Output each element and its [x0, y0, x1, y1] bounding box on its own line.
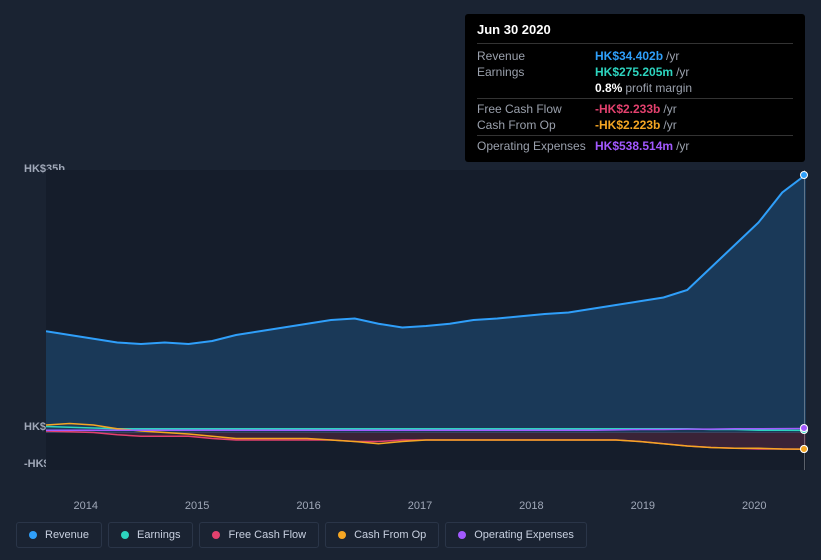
- tooltip-value: 0.8%: [595, 81, 622, 95]
- tooltip-row: RevenueHK$34.402b/yr: [477, 48, 793, 64]
- legend-dot-icon: [338, 531, 346, 539]
- x-axis-tick: 2018: [476, 500, 587, 512]
- legend-item-free-cash-flow[interactable]: Free Cash Flow: [199, 522, 319, 548]
- tooltip-value: -HK$2.223b: [595, 118, 660, 132]
- legend-label: Earnings: [137, 529, 180, 541]
- legend-item-earnings[interactable]: Earnings: [108, 522, 193, 548]
- tooltip-row: Cash From Op-HK$2.223b/yr: [477, 117, 793, 133]
- tooltip-label: Free Cash Flow: [477, 102, 595, 116]
- x-axis-tick: 2017: [364, 500, 475, 512]
- legend-dot-icon: [458, 531, 466, 539]
- x-axis-tick: 2019: [587, 500, 698, 512]
- cursor-dot-icon: [800, 424, 808, 432]
- tooltip-suffix: /yr: [663, 102, 676, 116]
- tooltip-label: Revenue: [477, 49, 595, 63]
- x-axis-tick: 2016: [253, 500, 364, 512]
- legend-dot-icon: [29, 531, 37, 539]
- cursor-dot-icon: [800, 171, 808, 179]
- chart-legend: Revenue Earnings Free Cash Flow Cash From O…: [16, 522, 587, 548]
- tooltip-row: Operating ExpensesHK$538.514m/yr: [477, 135, 793, 154]
- tooltip-value: HK$34.402b: [595, 49, 663, 63]
- tooltip-suffix: /yr: [676, 139, 689, 153]
- tooltip-suffix: profit margin: [625, 81, 692, 95]
- legend-label: Revenue: [45, 529, 89, 541]
- legend-dot-icon: [121, 531, 129, 539]
- tooltip-row: 0.8%profit margin: [477, 80, 793, 96]
- tooltip-label: [477, 81, 595, 95]
- legend-dot-icon: [212, 531, 220, 539]
- x-axis-tick: 2020: [699, 500, 810, 512]
- x-axis-tick: 2014: [30, 500, 141, 512]
- legend-label: Operating Expenses: [474, 529, 574, 541]
- cursor-dot-icon: [800, 445, 808, 453]
- x-axis: 2014201520162017201820192020: [30, 500, 810, 512]
- financial-chart[interactable]: HK$35bHK$0-HK$5b: [16, 155, 806, 475]
- tooltip-value: -HK$2.233b: [595, 102, 660, 116]
- tooltip-label: Operating Expenses: [477, 139, 595, 153]
- tooltip-row: EarningsHK$275.205m/yr: [477, 64, 793, 80]
- legend-label: Cash From Op: [354, 529, 426, 541]
- legend-item-operating-expenses[interactable]: Operating Expenses: [445, 522, 587, 548]
- tooltip-row: Free Cash Flow-HK$2.233b/yr: [477, 98, 793, 117]
- plot-area[interactable]: [46, 170, 806, 470]
- tooltip-date: Jun 30 2020: [477, 22, 793, 44]
- legend-item-cash-from-op[interactable]: Cash From Op: [325, 522, 439, 548]
- x-axis-tick: 2015: [141, 500, 252, 512]
- chart-tooltip: Jun 30 2020 RevenueHK$34.402b/yrEarnings…: [465, 14, 805, 162]
- tooltip-label: Cash From Op: [477, 118, 595, 132]
- tooltip-suffix: /yr: [676, 65, 689, 79]
- tooltip-label: Earnings: [477, 65, 595, 79]
- tooltip-suffix: /yr: [666, 49, 679, 63]
- tooltip-value: HK$275.205m: [595, 65, 673, 79]
- tooltip-suffix: /yr: [663, 118, 676, 132]
- tooltip-value: HK$538.514m: [595, 139, 673, 153]
- legend-label: Free Cash Flow: [228, 529, 306, 541]
- legend-item-revenue[interactable]: Revenue: [16, 522, 102, 548]
